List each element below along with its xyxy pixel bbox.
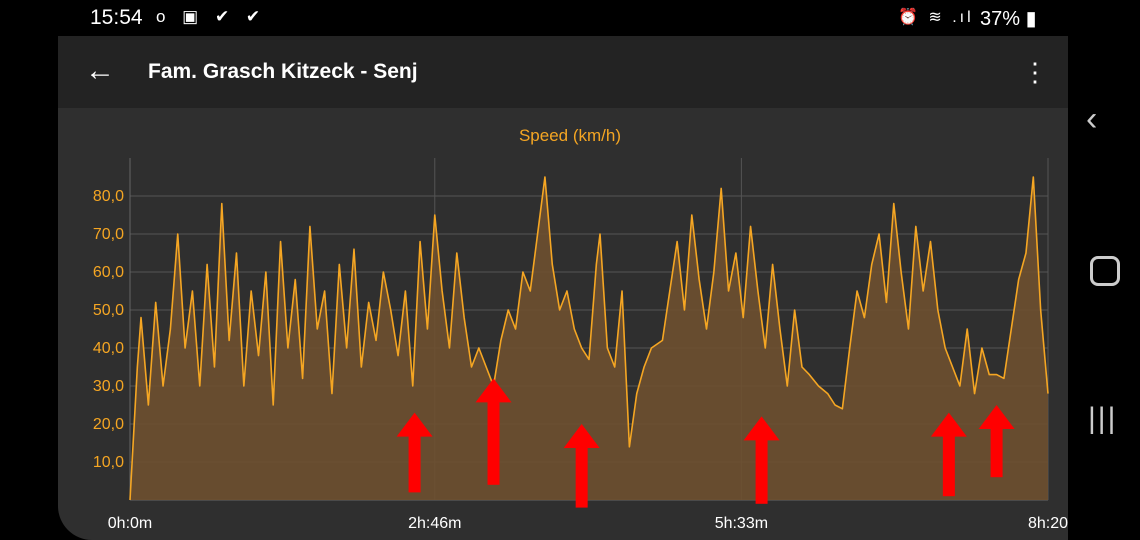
red-arrow-annotation	[930, 412, 967, 497]
back-arrow-icon[interactable]: ←	[85, 54, 115, 87]
red-arrow-annotation	[475, 378, 512, 485]
nav-home-icon[interactable]	[1090, 256, 1120, 286]
notification-icons: o ▣ ✔ ✔	[156, 7, 267, 26]
y-tick-label: 20,0	[93, 416, 124, 433]
status-bar: 15:54 o ▣ ✔ ✔ ⏰ ≋ .ıl 37% ▮	[0, 0, 1140, 36]
status-time: 15:54	[90, 6, 143, 29]
page-title: Fam. Grasch Kitzeck - Senj	[148, 60, 418, 83]
series-line	[129, 176, 1049, 501]
red-arrow-annotation	[563, 424, 600, 508]
battery-level: 37% ▮	[980, 8, 1037, 30]
y-tick-label: 80,0	[93, 188, 124, 205]
x-tick-label: 0h:0m	[108, 515, 152, 532]
y-tick-label: 70,0	[93, 226, 124, 243]
app-window: ← Fam. Grasch Kitzeck - Senj ⋮ Speed (km…	[58, 36, 1068, 540]
y-tick-label: 50,0	[93, 302, 124, 319]
y-tick-label: 60,0	[93, 264, 124, 281]
speed-chart[interactable]: 10,0 20,0 30,0 40,0 50,0 60,0 70,0 80,0 0h:0m 2h:…	[58, 36, 1068, 540]
chart-title: Speed (km/h)	[518, 126, 622, 145]
nav-recent-apps-icon[interactable]: |||	[1088, 402, 1118, 435]
x-tick-label: 2h:46m	[408, 515, 461, 532]
series-area	[130, 177, 1048, 500]
y-tick-label: 40,0	[93, 340, 124, 357]
red-arrow-annotation	[396, 412, 433, 493]
nav-back-icon[interactable]: ‹	[1086, 100, 1098, 138]
x-tick-label: 8h:20	[1028, 515, 1068, 532]
overflow-menu-icon[interactable]: ⋮	[1022, 57, 1048, 87]
red-arrow-annotation	[743, 416, 780, 504]
y-tick-label: 30,0	[93, 378, 124, 395]
y-tick-label: 10,0	[93, 454, 124, 471]
x-tick-label: 5h:33m	[715, 515, 768, 532]
signal-icons: ⏰ ≋ .ıl	[898, 9, 974, 26]
red-arrow-annotation	[978, 405, 1015, 478]
toolbar: ← Fam. Grasch Kitzeck - Senj ⋮	[58, 36, 1068, 108]
system-navigation-bar: ‹ |||	[1068, 36, 1140, 540]
